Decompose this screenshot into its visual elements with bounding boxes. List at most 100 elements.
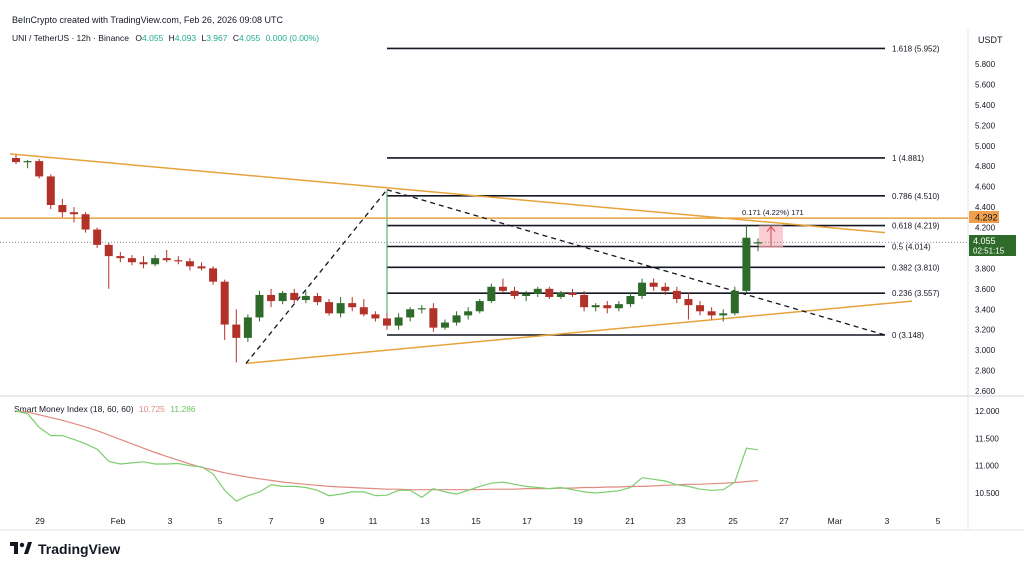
time-tick-label: 21 (625, 516, 635, 526)
price-tick-label: 5.200 (975, 121, 996, 130)
dashed-swing-down (386, 189, 886, 336)
price-tick-label: 3.200 (975, 326, 996, 335)
smi-axis[interactable]: 12.000 11.500 11.000 10.500 (975, 407, 1000, 498)
candle-body (510, 290, 519, 296)
close-value: 4.055 (239, 33, 261, 43)
time-tick-label: 17 (522, 516, 532, 526)
price-axis[interactable]: 5.800 5.600 5.400 5.200 5.000 4.800 4.600 4.400… (975, 60, 996, 396)
time-tick-label: 5 (218, 516, 223, 526)
price-tick-label: 4.600 (975, 183, 996, 192)
candle-body (35, 161, 44, 177)
candle-body (568, 292, 577, 295)
candle-body (649, 282, 658, 287)
candle-body (93, 229, 102, 245)
time-tick-label: Feb (111, 516, 126, 526)
current-price-tag: 4.055 (973, 236, 996, 246)
candle-body (696, 305, 705, 312)
tradingview-logo-icon (10, 542, 32, 554)
smi-signal-line (15, 410, 759, 491)
candle-body (707, 311, 716, 316)
time-tick-label: 3 (885, 516, 890, 526)
candle-body (614, 304, 623, 309)
candle-body (139, 262, 148, 265)
price-tick-label: 3.000 (975, 346, 996, 355)
candle-body (498, 286, 507, 291)
candle-body (220, 281, 229, 325)
price-tick-label: 4.800 (975, 162, 996, 171)
price-tick-label: 3.600 (975, 285, 996, 294)
smi-name[interactable]: Smart Money Index (18, 60, 60) (14, 404, 134, 414)
candle-body (255, 294, 264, 318)
candle-body (243, 317, 252, 338)
candle-body (104, 244, 113, 257)
price-tick-label: 3.800 (975, 264, 996, 273)
candlestick-series (12, 154, 762, 363)
smi-tick-label: 11.000 (975, 462, 999, 471)
symbol-legend: UNI / TetherUS · 12h · Binance O4.055 H4… (12, 33, 319, 43)
fib-level-label: 0.786 (4.510) (892, 192, 940, 201)
level-tag: 4.292 (975, 213, 998, 223)
candle-body (638, 282, 647, 296)
candle-body (603, 305, 612, 309)
candle-body (127, 258, 136, 263)
candle-body (278, 292, 287, 302)
candle-body (440, 322, 449, 328)
candle-body (23, 161, 32, 163)
tradingview-logo[interactable]: TradingView (10, 541, 120, 557)
candle-body (580, 294, 589, 308)
candle-body (730, 290, 739, 314)
candle-body (348, 303, 357, 308)
price-tick-label: 5.800 (975, 60, 996, 69)
candle-body (394, 317, 403, 326)
open-label: O (135, 33, 143, 43)
candle-body (591, 305, 600, 308)
time-tick-label: 19 (573, 516, 583, 526)
candle-body (429, 308, 438, 328)
candle-body (209, 268, 218, 282)
candle-body (325, 302, 334, 314)
price-tick-label: 3.400 (975, 305, 996, 314)
candle-body (46, 176, 55, 206)
candle-body (267, 294, 276, 302)
candle-body (336, 303, 345, 314)
candle-body (383, 318, 391, 326)
price-tick-label: 2.800 (975, 367, 996, 376)
time-axis[interactable]: 29 Feb 3 5 7 9 11 13 15 17 19 21 23 25 27 Mar 3 5 (35, 516, 940, 526)
fib-level-label: 1 (4.881) (892, 154, 924, 163)
price-tick-label: 5.600 (975, 80, 996, 89)
candle-body (626, 295, 635, 305)
candle-body (556, 292, 565, 297)
candle-body (545, 288, 554, 297)
fibonacci-extension[interactable]: 1.618 (5.952) 1 (4.881) 0.786 (4.510) 0.618… (386, 44, 940, 340)
lower-trendline (245, 300, 913, 365)
measure-arrow-head (766, 225, 776, 232)
smi-value-red: 10.725 (138, 404, 165, 414)
smi-tick-label: 11.500 (975, 434, 999, 443)
candle-body (464, 311, 473, 316)
close-label: C (232, 33, 239, 43)
candle-body (406, 309, 415, 318)
open-value: 4.055 (142, 33, 164, 43)
time-tick-label: 23 (676, 516, 686, 526)
time-tick-label: 15 (471, 516, 481, 526)
candle-body (232, 324, 241, 338)
symbol-name[interactable]: UNI / TetherUS · 12h · Binance (12, 33, 130, 43)
candle-body (533, 288, 542, 294)
price-tick-label: 5.400 (975, 101, 996, 110)
time-tick-label: 27 (779, 516, 789, 526)
candle-body (81, 214, 90, 230)
fib-level-label: 1.618 (5.952) (892, 44, 940, 53)
candle-body (719, 313, 728, 316)
trendline-drawings[interactable] (0, 153, 968, 365)
time-tick-label: 25 (728, 516, 738, 526)
time-tick-label: 7 (269, 516, 274, 526)
smi-value-green: 11.286 (170, 404, 196, 414)
candle-body (58, 205, 67, 213)
candle-body (162, 258, 171, 261)
change-value: 0.000 (0.00%) (265, 33, 320, 43)
smi-main-line (15, 410, 759, 502)
time-tick-label: 29 (35, 516, 45, 526)
fib-level-label: 0.236 (3.557) (892, 289, 940, 298)
candle-body (151, 258, 160, 265)
